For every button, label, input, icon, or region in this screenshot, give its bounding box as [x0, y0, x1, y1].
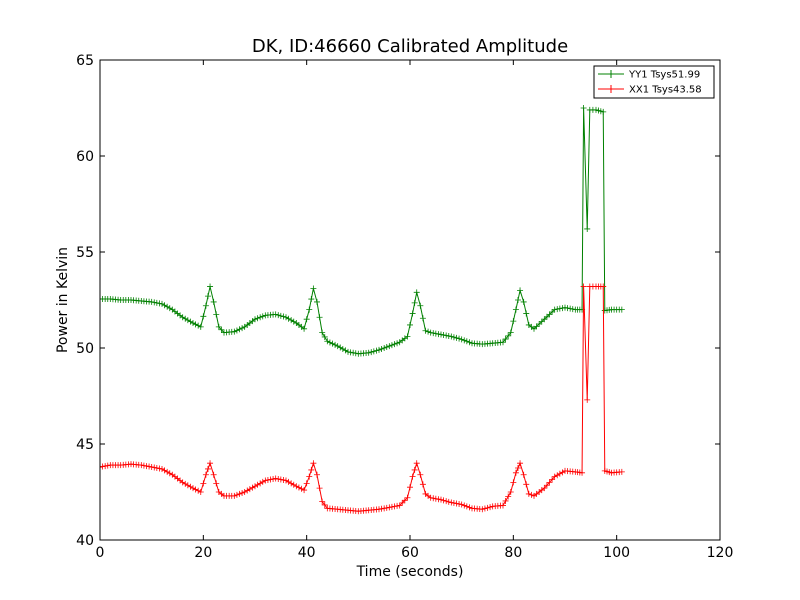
x-tick-label: 0	[96, 545, 105, 561]
y-tick-label: 40	[76, 533, 94, 549]
y-tick-label: 45	[76, 437, 94, 453]
y-axis-label: Power in Kelvin	[55, 247, 71, 353]
x-tick-label: 120	[707, 545, 734, 561]
legend-marker	[607, 70, 615, 78]
x-axis-label: Time (seconds)	[356, 564, 464, 580]
y-tick-label: 65	[76, 53, 94, 69]
x-tick-label: 80	[504, 545, 522, 561]
legend: YY1 Tsys51.99 XX1 Tsys43.58	[593, 65, 715, 99]
legend-marker	[607, 85, 615, 93]
series-1	[100, 283, 625, 515]
legend-frame	[593, 65, 715, 99]
y-tick-label: 50	[76, 341, 94, 357]
y-axis: 40 45 50 55 60 65	[76, 53, 720, 549]
legend-label: YY1 Tsys51.99	[628, 70, 700, 81]
x-tick-label: 20	[194, 545, 212, 561]
x-tick-label: 60	[401, 545, 419, 561]
chart-title: DK, ID:46660 Calibrated Amplitude	[252, 36, 568, 57]
series-0	[100, 105, 625, 357]
x-tick-label: 100	[603, 545, 630, 561]
series-markers	[100, 283, 625, 515]
series-layer	[100, 105, 625, 515]
x-axis: 0 20 40 60 80 100 120	[96, 60, 734, 561]
legend-label: XX1 Tsys43.58	[629, 85, 702, 96]
y-tick-label: 55	[76, 245, 94, 261]
series-markers	[100, 105, 625, 357]
x-tick-label: 40	[298, 545, 316, 561]
y-tick-label: 60	[76, 149, 94, 165]
